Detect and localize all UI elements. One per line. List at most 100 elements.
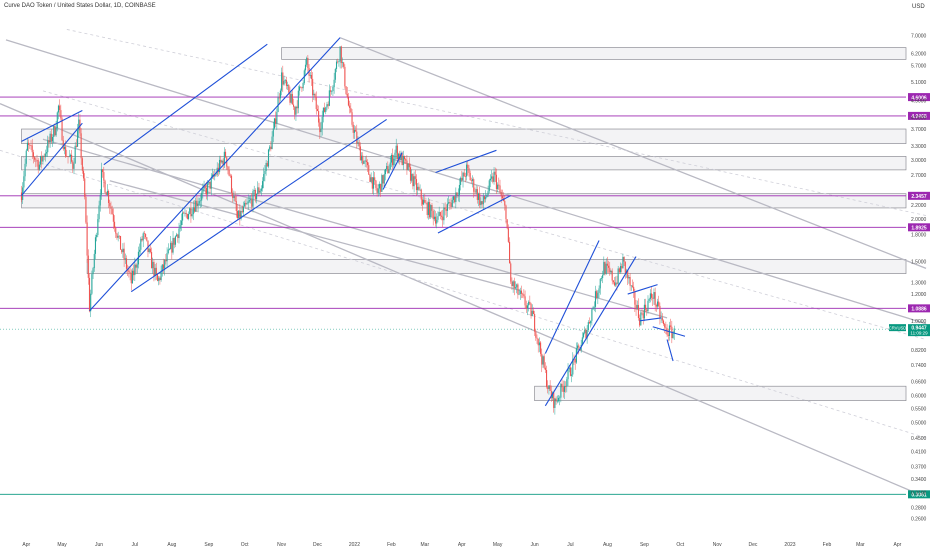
candle-body-4 xyxy=(25,150,27,164)
candle-body-232 xyxy=(297,90,299,109)
candle-body-500 xyxy=(617,268,619,284)
candle-body-478 xyxy=(591,309,593,321)
candle-body-484 xyxy=(598,288,600,293)
candle-body-171 xyxy=(224,151,227,158)
candle-body-70 xyxy=(104,180,106,193)
candle-body-28 xyxy=(54,126,56,136)
candle-body-289 xyxy=(365,160,367,163)
y-tick-label-20: 0.6000 xyxy=(911,394,927,400)
channel-line-1[interactable] xyxy=(5,39,927,325)
y-tick-label-23: 0.4500 xyxy=(911,436,927,442)
y-tick-label-11: 2.0000 xyxy=(911,217,927,223)
candle-body-268 xyxy=(340,46,342,64)
candle-body-94 xyxy=(133,270,135,276)
candle-body-116 xyxy=(159,277,161,281)
trend-line-2[interactable] xyxy=(103,43,268,166)
channel-line-2[interactable] xyxy=(0,103,927,498)
candle-body-356 xyxy=(445,209,447,211)
candle-body-538 xyxy=(662,320,665,325)
trend-line-3[interactable] xyxy=(21,122,83,196)
candle-body-65 xyxy=(98,205,100,220)
trend-line-0[interactable] xyxy=(89,37,341,312)
candle-body-27 xyxy=(53,126,55,138)
zone-box-5[interactable] xyxy=(534,385,907,401)
candle-body-61 xyxy=(93,253,95,269)
candle-body-69 xyxy=(103,172,105,181)
candle-body-448 xyxy=(555,398,557,402)
candle-body-411 xyxy=(511,281,513,287)
candle-body-424 xyxy=(526,305,529,309)
trend-line-6[interactable] xyxy=(437,195,512,234)
trend-line-5[interactable] xyxy=(435,149,497,174)
candle-body-412 xyxy=(512,281,514,287)
candle-body-149 xyxy=(198,201,200,204)
candle-body-270 xyxy=(343,62,345,67)
trend-line-12[interactable] xyxy=(652,326,686,337)
candle-body-535 xyxy=(659,305,661,319)
candle-body-177 xyxy=(232,192,234,198)
candle-body-211 xyxy=(272,128,274,137)
candle-body-501 xyxy=(618,268,620,273)
candle-body-282 xyxy=(357,142,359,144)
candle-body-440 xyxy=(546,369,548,387)
channel-line-6[interactable] xyxy=(42,90,927,340)
candle-body-383 xyxy=(477,193,480,200)
candle-body-145 xyxy=(193,207,196,212)
trend-line-1[interactable] xyxy=(130,118,387,293)
candle-body-329 xyxy=(413,176,415,187)
candle-body-163 xyxy=(215,174,217,176)
zone-box-2[interactable] xyxy=(21,156,907,171)
channel-line-5[interactable] xyxy=(66,29,927,216)
candle-body-496 xyxy=(612,280,614,283)
candle-body-6 xyxy=(28,142,30,146)
trend-line-10[interactable] xyxy=(639,317,662,322)
candle-body-100 xyxy=(140,238,142,250)
zone-box-4[interactable] xyxy=(86,259,907,274)
candle-body-35 xyxy=(62,140,64,150)
zone-box-1[interactable] xyxy=(21,128,907,144)
x-tick-label-2: Jun xyxy=(95,542,103,548)
trend-line-13[interactable] xyxy=(666,339,674,362)
y-tick-label-22: 0.5000 xyxy=(911,420,927,426)
channel-line-0[interactable] xyxy=(339,37,927,269)
candle-body-276 xyxy=(350,107,352,113)
candle-body-479 xyxy=(592,307,594,310)
candle-body-279 xyxy=(353,130,355,133)
trend-line-11[interactable] xyxy=(382,152,403,190)
candle-body-7 xyxy=(29,145,31,146)
candle-body-143 xyxy=(191,214,193,217)
x-tick-label-1: May xyxy=(57,542,67,548)
candle-body-373 xyxy=(466,164,468,177)
candle-body-101 xyxy=(141,238,143,241)
candle-body-506 xyxy=(624,261,626,273)
y-tick-label-14: 1.3000 xyxy=(911,280,927,286)
channel-line-3[interactable] xyxy=(42,138,668,319)
candle-body-425 xyxy=(528,301,530,306)
trend-line-9[interactable] xyxy=(627,284,658,295)
currency-label: USD xyxy=(912,4,925,10)
candle-body-204 xyxy=(264,171,266,175)
candle-body-81 xyxy=(117,235,119,238)
zone-box-0[interactable] xyxy=(281,47,907,60)
candle-body-539 xyxy=(664,324,666,328)
trend-line-8[interactable] xyxy=(544,240,600,354)
trend-line-4[interactable] xyxy=(21,109,83,142)
candle-body-287 xyxy=(363,161,365,164)
candle-body-547 xyxy=(673,328,675,334)
candle-body-200 xyxy=(259,190,261,193)
candle-body-249 xyxy=(318,111,320,123)
candle-body-235 xyxy=(301,87,303,89)
candle-body-198 xyxy=(257,187,259,195)
candle-body-117 xyxy=(160,271,162,281)
candle-body-381 xyxy=(475,189,477,193)
candle-body-186 xyxy=(242,206,244,213)
candle-body-39 xyxy=(67,156,69,157)
candle-body-342 xyxy=(429,202,431,218)
channel-line-4[interactable] xyxy=(109,180,521,292)
candle-body-188 xyxy=(245,202,247,205)
candle-body-520 xyxy=(641,312,643,314)
trend-line-7[interactable] xyxy=(544,256,637,407)
candle-body-515 xyxy=(635,304,637,309)
